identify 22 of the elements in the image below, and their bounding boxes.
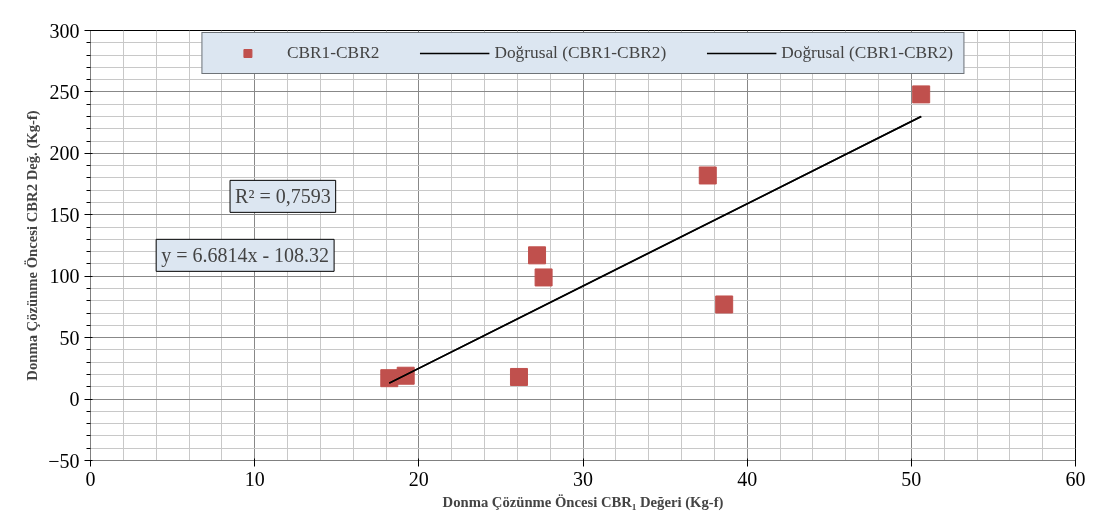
annotation: y = 6.6814x - 108.32 xyxy=(161,244,330,268)
y-tick-label: 300 xyxy=(49,19,80,42)
x-tick-label: 0 xyxy=(85,467,96,490)
x-tick-label: 40 xyxy=(737,467,758,490)
x-tick-label: 60 xyxy=(1065,467,1086,490)
y-tick-label: −50 xyxy=(48,449,80,472)
y-tick-label: 0 xyxy=(69,388,80,411)
y-tick-label: 50 xyxy=(59,326,80,349)
x-tick-label: 10 xyxy=(244,467,265,490)
legend-label: Doğrusal (CBR1-CBR2) xyxy=(494,43,667,63)
y-tick-label: 150 xyxy=(49,203,80,226)
x-tick-label: 20 xyxy=(408,467,429,490)
y-tick-label: 200 xyxy=(49,142,80,165)
x-tick-label: 50 xyxy=(901,467,922,490)
x-axis-title: Donma Çözünme Öncesi CBR₁ Değeri (Kg-f) xyxy=(442,493,724,511)
y-tick-label: 250 xyxy=(49,80,80,103)
legend-label: CBR1-CBR2 xyxy=(286,43,380,63)
legend-label: Doğrusal (CBR1-CBR2) xyxy=(781,43,954,63)
x-tick-label: 30 xyxy=(573,467,593,490)
y-axis-title: Donma Çözünme Öncesi CBR2 Değ. (Kg-f) xyxy=(24,110,42,381)
annotation: R² = 0,7593 xyxy=(235,185,331,208)
y-tick-label: 100 xyxy=(49,265,80,288)
